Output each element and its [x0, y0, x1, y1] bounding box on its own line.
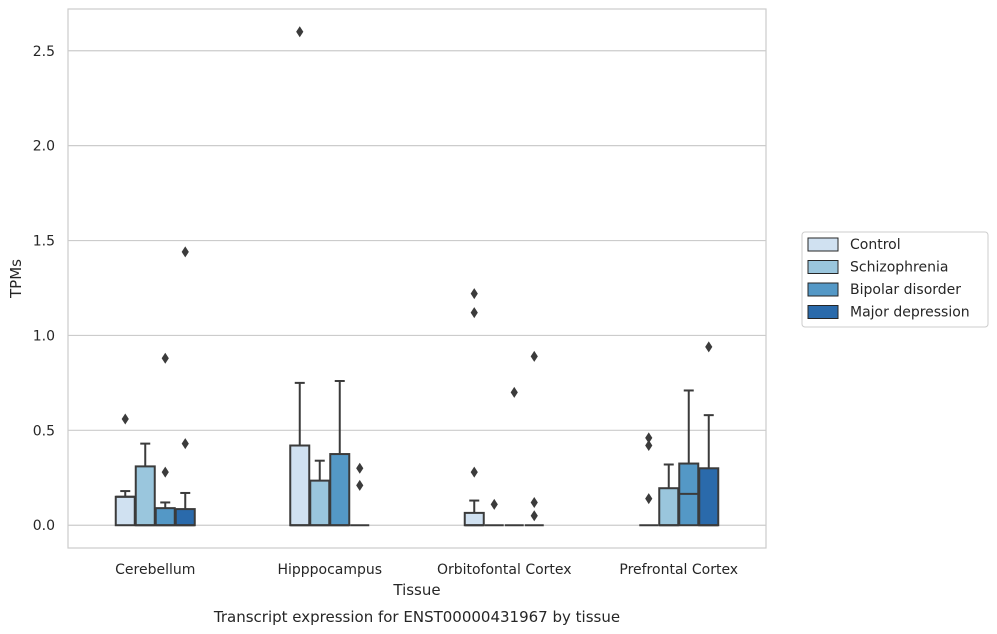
legend-swatch [807, 282, 839, 297]
legend-entry: Bipolar disorder [850, 282, 961, 298]
box [174, 508, 196, 527]
y-tick-label: 2.5 [33, 44, 55, 60]
box [134, 465, 156, 527]
outlier-point [161, 352, 169, 364]
x-tick-label: Hipppocampus [277, 562, 382, 578]
box [698, 467, 720, 527]
outlier-point [490, 498, 498, 510]
outlier-point [356, 479, 364, 491]
box [289, 444, 311, 527]
outlier-point [705, 341, 713, 353]
outlier-point [470, 466, 478, 478]
y-tick-label: 0.5 [33, 423, 55, 439]
outlier-point [645, 493, 653, 505]
box-group [639, 341, 720, 527]
x-axis-label: Tissue [392, 581, 440, 599]
outlier-point [296, 26, 304, 38]
legend-swatch [807, 260, 839, 274]
legend-swatch [807, 237, 839, 252]
outlier-point [645, 440, 653, 452]
box [309, 479, 331, 527]
x-tick-label: Orbitofontal Cortex [437, 562, 572, 578]
box [658, 487, 680, 527]
box-group [289, 26, 370, 527]
x-tick-label: Cerebellum [115, 562, 195, 578]
legend: Control Schizophrenia Bipolar disorder Majo… [801, 231, 989, 328]
y-tick-label: 1.5 [33, 234, 55, 250]
x-tick-label: Prefrontal Cortex [619, 562, 738, 578]
y-axis-label: TPMs [7, 259, 25, 299]
outlier-point [121, 413, 129, 425]
y-tick-label: 1.0 [33, 328, 55, 344]
legend-box [801, 231, 989, 328]
box [114, 495, 136, 527]
box-groups [114, 26, 720, 527]
outlier-point [356, 462, 364, 474]
box [154, 507, 176, 527]
outlier-point [470, 307, 478, 319]
box [463, 511, 485, 527]
plot-frame [67, 8, 767, 549]
y-tick-labels: 0.0 0.5 1.0 1.5 2.0 2.5 [33, 44, 55, 534]
legend-swatch [807, 305, 839, 319]
outlier-point [530, 510, 538, 522]
y-tick-label: 2.0 [33, 139, 55, 155]
outlier-point [645, 432, 653, 444]
outlier-point [470, 288, 478, 300]
box-group [463, 288, 544, 527]
outlier-point [530, 350, 538, 362]
legend-entry: Schizophrenia [850, 260, 948, 276]
outlier-point [161, 466, 169, 478]
legend-entry: Control [850, 237, 901, 253]
outlier-point [181, 438, 189, 450]
legend-entry: Major depression [850, 305, 970, 321]
x-tick-labels: Cerebellum Hipppocampus Orbitofontal Corte… [115, 562, 738, 578]
outlier-point [181, 246, 189, 258]
y-tick-label: 0.0 [33, 518, 55, 534]
outlier-point [510, 386, 518, 398]
box [329, 453, 351, 527]
outlier-point [530, 496, 538, 508]
box-group [114, 246, 196, 527]
chart-caption: Transcript expression for ENST0000043196… [213, 608, 620, 626]
